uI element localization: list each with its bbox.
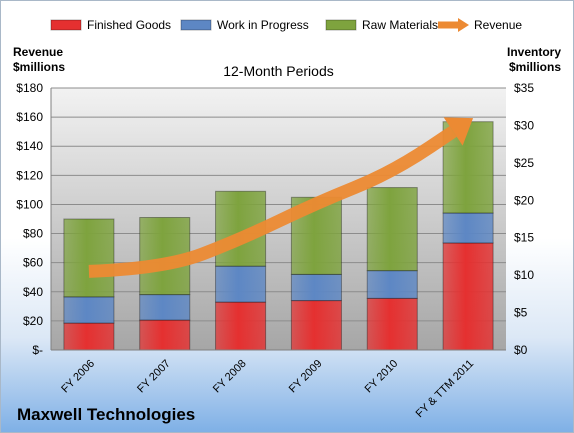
company-name: Maxwell Technologies xyxy=(17,405,196,424)
right-tick-label: $15 xyxy=(514,231,534,245)
x-tick-label: FY 2010 xyxy=(363,358,401,396)
legend-label: Finished Goods xyxy=(87,18,171,32)
legend-label: Revenue xyxy=(474,18,522,32)
right-tick-label: $5 xyxy=(514,306,528,320)
left-axis-title: Revenue xyxy=(13,45,63,59)
legend-swatch xyxy=(50,19,82,31)
x-tick-label: FY & TTM 2011 xyxy=(414,358,477,421)
bar-segment xyxy=(215,265,267,303)
bar-segment xyxy=(63,322,115,351)
right-tick-label: $10 xyxy=(514,268,534,282)
left-tick-label: $80 xyxy=(23,227,43,241)
legend-swatch xyxy=(180,19,212,31)
left-tick-label: $60 xyxy=(23,256,43,270)
left-tick-label: $160 xyxy=(16,110,43,124)
bar-segment xyxy=(290,300,342,351)
x-tick-label: FY 2006 xyxy=(59,358,97,396)
bar-segment xyxy=(63,296,115,324)
bar-segment xyxy=(139,294,191,321)
bar-segment xyxy=(366,297,418,351)
left-tick-label: $40 xyxy=(23,285,43,299)
right-tick-label: $30 xyxy=(514,118,534,132)
x-tick-label: FY 2007 xyxy=(135,358,173,396)
x-tick-label: FY 2009 xyxy=(287,358,325,396)
right-tick-label: $35 xyxy=(514,81,534,95)
right-axis-title: Inventory xyxy=(507,45,561,59)
x-tick-label: FY 2008 xyxy=(211,358,249,396)
legend-label: Raw Materials xyxy=(362,18,438,32)
right-tick-label: $25 xyxy=(514,156,534,170)
legend-swatch xyxy=(458,18,469,32)
right-tick-label: $20 xyxy=(514,193,534,207)
right-tick-label: $0 xyxy=(514,343,528,357)
bar-segment xyxy=(63,218,115,298)
left-tick-label: $120 xyxy=(16,168,43,182)
revenue-line xyxy=(88,126,457,278)
bar-segment xyxy=(442,242,494,351)
bar-segment xyxy=(366,270,418,299)
left-axis-title: $millions xyxy=(13,60,65,74)
legend-swatch xyxy=(325,19,357,31)
chart-subtitle: 12-Month Periods xyxy=(223,63,334,79)
bar-segment xyxy=(366,187,418,272)
bar-segment xyxy=(139,319,191,351)
right-axis-title: $millions xyxy=(509,60,561,74)
left-tick-label: $- xyxy=(32,343,43,357)
bar-segment xyxy=(290,273,342,302)
left-tick-label: $140 xyxy=(16,139,43,153)
left-tick-label: $100 xyxy=(16,197,43,211)
bar-segment xyxy=(215,301,267,351)
revenue-arrowhead xyxy=(443,117,474,146)
left-tick-label: $180 xyxy=(16,81,43,95)
left-tick-label: $20 xyxy=(23,314,43,328)
legend-label: Work in Progress xyxy=(217,18,309,32)
bar-segment xyxy=(442,212,494,244)
